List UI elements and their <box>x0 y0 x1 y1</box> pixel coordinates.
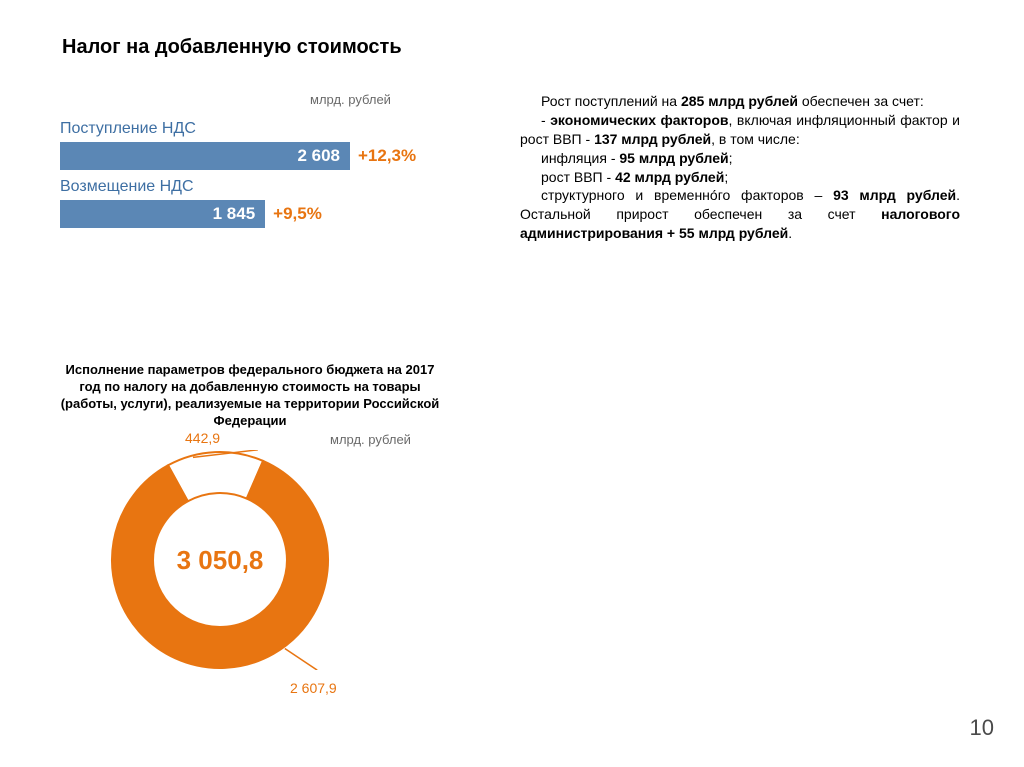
bar-label: Возмещение НДС <box>60 178 480 196</box>
bar-row: 2 608 +12,3% <box>60 142 480 170</box>
bar-pct: +9,5% <box>273 204 322 224</box>
page-title: Налог на добавленную стоимость <box>62 36 402 59</box>
bar-pct: +12,3% <box>358 146 416 166</box>
donut-chart <box>110 450 330 670</box>
donut-subtitle: Исполнение параметров федерального бюдже… <box>60 362 440 430</box>
bars-unit-label: млрд. рублей <box>310 92 391 107</box>
donut-unit-label: млрд. рублей <box>330 432 411 447</box>
bar: 1 845 <box>60 200 265 228</box>
description-paragraph: Рост поступлений на 285 млрд рублей обес… <box>520 92 960 243</box>
donut-slice-label-small: 442,9 <box>185 430 220 446</box>
page-number: 10 <box>970 715 994 741</box>
leader-line <box>285 649 317 670</box>
bar-label: Поступление НДС <box>60 120 480 138</box>
bar-row: 1 845 +9,5% <box>60 200 480 228</box>
bar-chart: Поступление НДС 2 608 +12,3% Возмещение НДС… <box>60 112 480 232</box>
bar: 2 608 <box>60 142 350 170</box>
donut-slice-label-large: 2 607,9 <box>290 680 337 696</box>
